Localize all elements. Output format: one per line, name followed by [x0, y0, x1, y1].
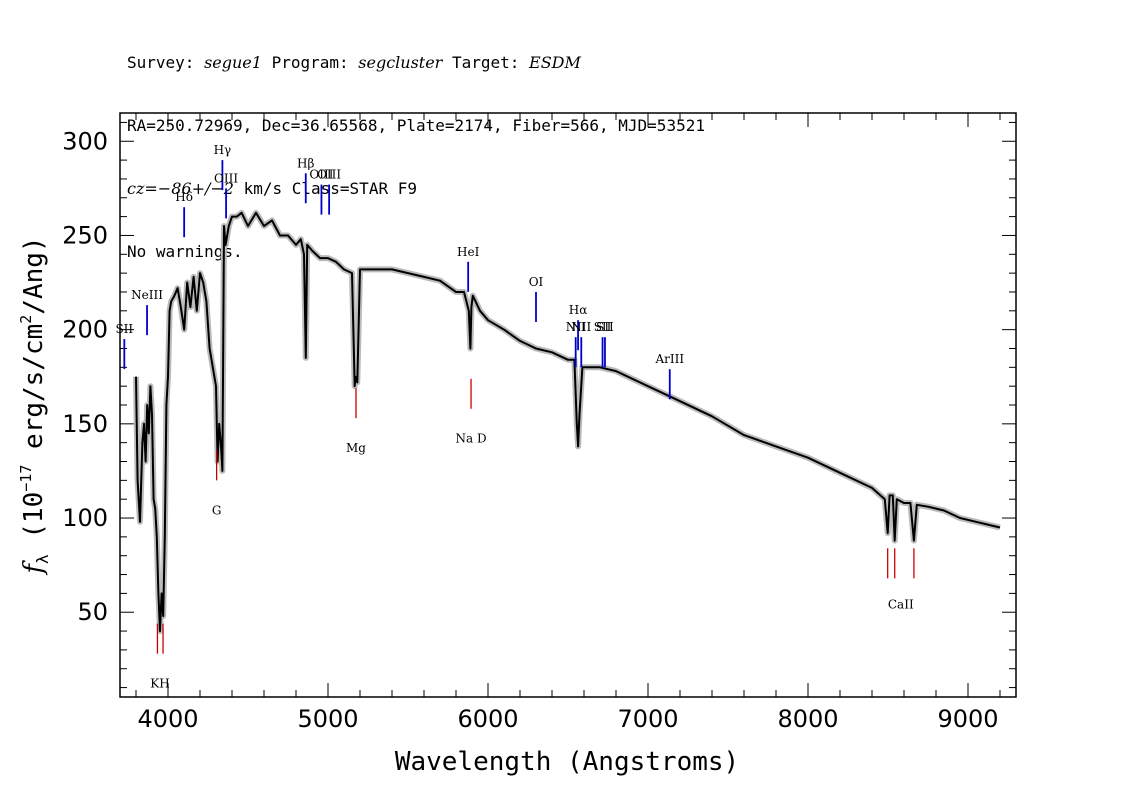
header-line-2: RA=250.72969, Dec=36.65568, Plate=2174, …: [127, 116, 705, 135]
emission-line-label: SII: [596, 320, 614, 334]
absorption-line-label: KH: [150, 677, 169, 691]
emission-line-label: SII: [115, 322, 133, 336]
y-tick-label: 200: [62, 316, 108, 344]
cz-label: cz=: [127, 179, 158, 198]
plot-frame: [119, 112, 1017, 698]
survey-value: segue1: [204, 53, 262, 72]
emission-line-label: OI: [529, 275, 544, 289]
absorption-line-label: Mg: [346, 441, 366, 455]
absorption-line-label: G: [212, 503, 222, 517]
absorption-line-label: Na D: [455, 432, 486, 446]
program-value: segcluster: [358, 53, 443, 72]
y-tick-label: 100: [62, 504, 108, 532]
emission-line-label: HeI: [457, 245, 480, 259]
x-tick-label: 4000: [137, 705, 198, 733]
emission-line-label: Hβ: [297, 156, 314, 170]
emission-line-label: OIII: [317, 168, 341, 182]
emission-line-label: Hγ: [214, 143, 232, 157]
x-axis-title: Wavelength (Angstroms): [395, 747, 739, 777]
spectrum-error-band: [133, 209, 1001, 635]
target-value: ESDM: [529, 53, 581, 72]
emission-line-label: OIII: [309, 168, 333, 182]
y-tick-label: 50: [77, 598, 108, 626]
y-tick-label: 300: [62, 127, 108, 155]
emission-line-label: OIII: [214, 171, 238, 185]
emission-line-label: ArIII: [654, 352, 684, 366]
emission-line-label: SII: [594, 320, 612, 334]
emission-line-label: NeIII: [131, 288, 163, 302]
cz-value: −86+/−2: [157, 179, 234, 198]
emission-line-label: Hα: [569, 303, 588, 317]
x-tick-label: 5000: [297, 705, 358, 733]
header-line-3: cz=−86+/−2 km/s Class=STAR F9: [127, 178, 705, 199]
survey-label: Survey:: [127, 53, 205, 72]
y-axis-title: fλ (10−17 erg/s/cm2/Ang): [17, 236, 52, 575]
absorption-line-label: CaII: [888, 597, 914, 611]
x-tick-label: 6000: [457, 705, 518, 733]
emission-line-label: Hδ: [175, 190, 193, 204]
target-label: Target:: [442, 53, 530, 72]
y-tick-label: 150: [62, 410, 108, 438]
header-line-1: Survey: segue1 Program: segcluster Targe…: [127, 52, 705, 73]
y-tick-label: 250: [62, 221, 108, 249]
spectrum-header: Survey: segue1 Program: segcluster Targe…: [127, 10, 705, 283]
emission-line-label: NII: [571, 320, 591, 334]
class-label: km/s Class=STAR F9: [233, 179, 417, 198]
spectrum-line: [135, 211, 1001, 633]
x-tick-label: 7000: [617, 705, 678, 733]
x-tick-label: 9000: [937, 705, 998, 733]
program-label: Program:: [261, 53, 359, 72]
emission-line-label: NII: [566, 320, 586, 334]
x-tick-label: 8000: [777, 705, 838, 733]
